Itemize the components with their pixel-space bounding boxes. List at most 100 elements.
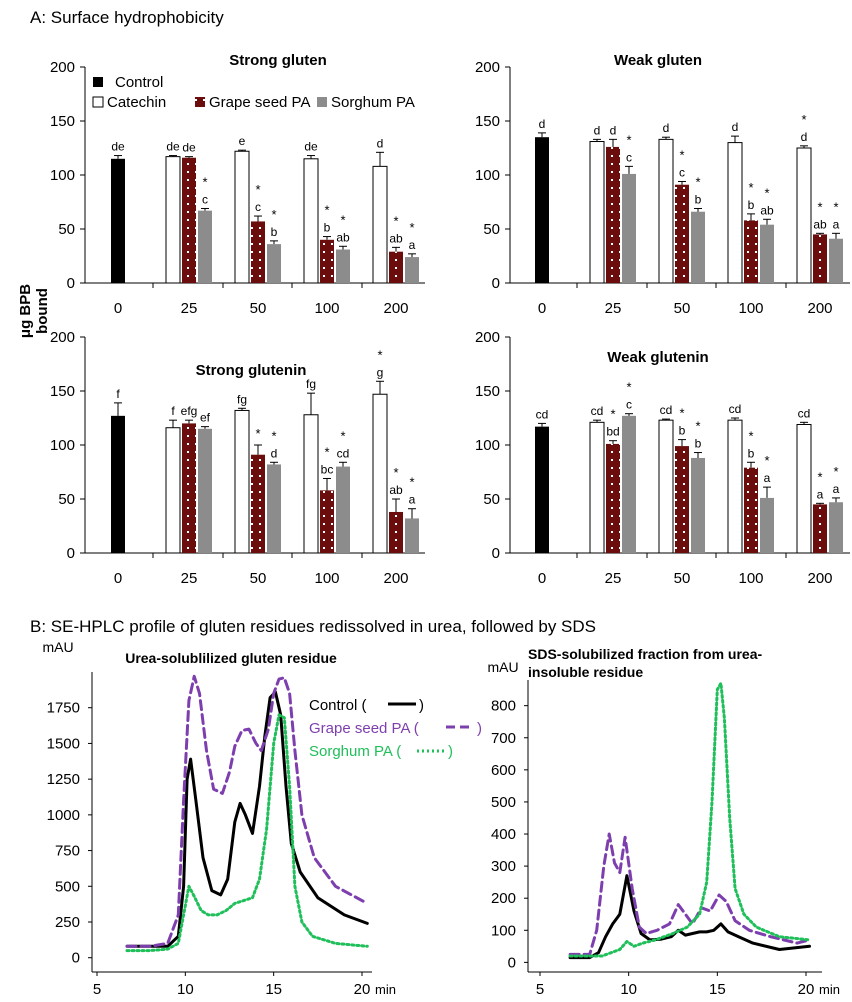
bar-sorghum-pa (405, 518, 419, 553)
data-label: b (748, 446, 755, 460)
bar-sorghum-pa (336, 249, 350, 283)
y-tick-label: 0 (67, 545, 75, 562)
y-tick-label: 200 (50, 59, 75, 76)
data-label: bc (321, 462, 334, 476)
x-tick-label: 50 (674, 570, 691, 587)
significance-star: * (324, 444, 329, 459)
y-tick-label: 100 (475, 437, 500, 454)
data-label: c (679, 165, 685, 179)
significance-star: * (695, 419, 700, 434)
bar-catechin (589, 141, 605, 284)
bar-grape-seed-pa (606, 443, 620, 553)
bar-catechin (372, 165, 388, 284)
data-label: c (626, 398, 632, 412)
significance-star: * (748, 180, 753, 195)
legend-label-catechin: Catechin (107, 94, 166, 111)
significance-star: * (626, 132, 631, 147)
y-tick-label: 150 (50, 383, 75, 400)
x-axis-unit: min (375, 982, 396, 997)
data-label: f (171, 404, 175, 418)
significance-star: * (695, 174, 700, 189)
y-tick-label: 600 (491, 762, 516, 779)
x-tick-label: 200 (807, 300, 832, 317)
x-tick-label: 25 (605, 570, 622, 587)
x-tick-label: 20 (798, 981, 815, 998)
x-tick-label: 50 (250, 570, 267, 587)
x-tick-label: 50 (250, 300, 267, 317)
chart-title: Weak glutenin (607, 349, 708, 366)
data-label: ab (336, 230, 350, 244)
data-label: d (594, 123, 601, 137)
bar-catechin (589, 421, 605, 554)
bar-control (535, 426, 549, 553)
y-tick-label: 1750 (47, 700, 80, 717)
bar-grape-seed-pa (813, 234, 827, 283)
data-label: cd (798, 406, 811, 420)
data-label: b (748, 198, 755, 212)
y-tick-label: 100 (491, 922, 516, 939)
series-line-grape-seed-pa (568, 832, 811, 956)
section-b-title: B: SE-HPLC profile of gluten residues re… (30, 617, 597, 636)
significance-star: * (764, 453, 769, 468)
y-tick-label: 150 (50, 113, 75, 130)
bar-sorghum-pa (336, 466, 350, 553)
significance-star: * (393, 465, 398, 480)
bar-grape-seed-pa (744, 467, 758, 553)
y-tick-label: 800 (491, 698, 516, 715)
x-tick-label: 10 (177, 981, 194, 998)
legend-label-control: Control ( (309, 697, 367, 714)
x-tick-label: 100 (738, 570, 763, 587)
data-label: d (732, 120, 739, 134)
bar-catechin (165, 156, 181, 284)
chart-title: insoluble residue (528, 664, 643, 680)
bar-sorghum-pa (198, 428, 212, 553)
series-line-control (125, 690, 369, 948)
bar-grape-seed-pa (182, 157, 196, 283)
legend-close-paren: ) (448, 743, 453, 760)
x-tick-label: 0 (538, 570, 546, 587)
bar-grape-seed-pa (606, 146, 620, 283)
significance-star: * (271, 428, 276, 443)
data-label: fg (237, 392, 247, 406)
y-tick-label: 0 (492, 545, 500, 562)
bar-catechin (234, 150, 250, 284)
y-tick-label: 100 (475, 167, 500, 184)
bar-control (111, 158, 125, 283)
data-label: b (324, 221, 331, 235)
x-tick-label: 100 (314, 570, 339, 587)
y-tick-label: 200 (475, 329, 500, 346)
section-a-title: A: Surface hydrophobicity (30, 8, 224, 27)
data-label: d (610, 123, 617, 137)
y-tick-label: 200 (491, 890, 516, 907)
bar-sorghum-pa (829, 502, 843, 553)
data-label: d (539, 117, 546, 131)
bar-catechin (727, 142, 743, 284)
significance-star: * (833, 464, 838, 479)
data-label: efg (181, 404, 198, 418)
chart-title: Urea-solublilized gluten residue (125, 650, 337, 666)
bar-sorghum-pa (622, 173, 636, 283)
x-tick-label: 0 (538, 300, 546, 317)
y-tick-label: 750 (55, 843, 80, 860)
data-label: b (679, 424, 686, 438)
legend-label-sorghum-pa: Sorghum PA (331, 94, 415, 111)
data-label: c (202, 192, 208, 206)
y-tick-label: 500 (491, 794, 516, 811)
chart-title: Strong gluten (229, 52, 327, 69)
x-tick-label: 200 (383, 570, 408, 587)
x-tick-label: 20 (354, 981, 371, 998)
bar-sorghum-pa (760, 224, 774, 283)
data-label: cd (536, 407, 549, 421)
x-tick-label: 0 (114, 570, 122, 587)
bar-catechin (372, 393, 388, 554)
bar-catechin (658, 138, 674, 284)
x-axis-unit: min (819, 982, 840, 997)
legend-swatch-sorghum-pa (317, 97, 327, 107)
bar-grape-seed-pa (251, 454, 265, 553)
x-tick-label: 50 (674, 300, 691, 317)
y-tick-label: 250 (55, 914, 80, 931)
bar-catechin (727, 419, 743, 554)
x-tick-label: 100 (314, 300, 339, 317)
series-line-sorghum-pa (568, 681, 811, 958)
